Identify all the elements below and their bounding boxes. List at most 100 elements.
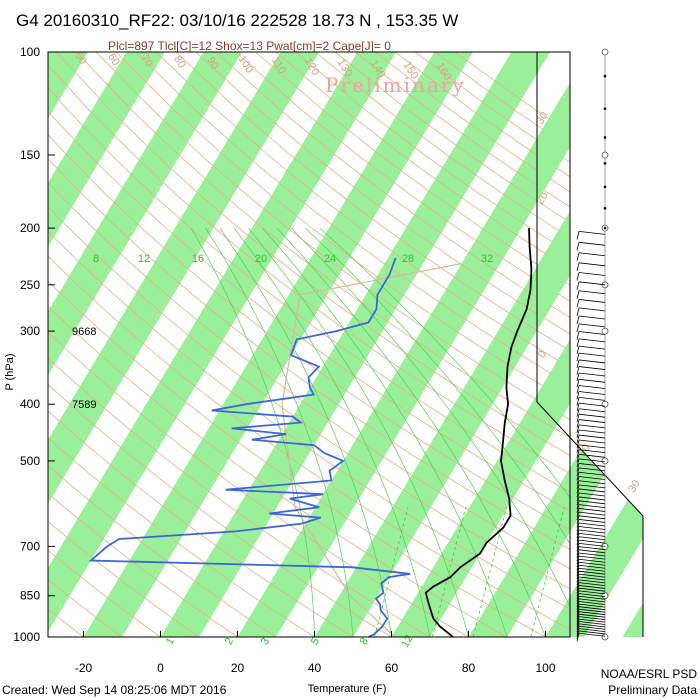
wind-barb-flag [576,315,580,325]
height-label: 9668 [72,326,96,338]
wind-barb-shaft [578,582,606,587]
x-tick-label: 40 [308,661,322,675]
wind-barb-shaft [578,606,606,611]
secondary-axis-label: 0 [536,349,549,361]
isotherm-band [48,52,242,376]
bottom-mixing-label: 8 [358,636,371,647]
wind-barb-flag [576,508,580,517]
dry-adiabat-line [135,52,570,386]
dry-adiabat-line [48,134,570,531]
wind-barb-shaft [578,546,606,551]
dry-adiabat-line [48,331,469,637]
isotherm-band [48,52,396,632]
wind-barb-flag [576,463,580,472]
dry-adiabat-line [115,52,570,403]
height-labels: 9668 7589 [72,326,96,411]
wind-barb-flag [576,549,580,558]
wind-barb-flag [576,397,580,406]
dry-adiabat-line [195,52,570,335]
y-tick-label: 700 [20,539,40,553]
dry-adiabat-line [48,383,392,637]
dry-adiabat-line [48,230,570,610]
wind-barb-shaft [578,467,606,472]
wind-barb-flag [576,372,580,382]
mixing-ratio-label: 32 [481,253,493,265]
dry-adiabat-line [215,52,570,318]
wind-barb-shaft [578,628,606,633]
wind-calm-circle [601,457,609,465]
bottom-mixing-label: 2 [223,636,236,647]
y-tick-label: 1000 [13,630,40,644]
wind-barb-shaft [578,307,606,312]
wind-barb-flag [576,609,580,618]
wind-barb-shaft [578,396,606,401]
wind-barb-flag [576,492,580,502]
moist-adiabat-line [233,227,431,637]
wind-barb-shaft [578,536,606,541]
wind-barb-flag [576,444,580,453]
wind-dot [603,74,607,78]
provider-label: NOAA/ESRL PSD [601,667,698,681]
isotherm-band [48,52,319,504]
dry-adiabat-line [48,111,570,512]
wind-barb-flag [576,281,580,290]
wind-barb-shaft [578,290,606,295]
wind-barb-shaft [578,632,606,637]
wind-barb-flag [576,633,580,642]
wind-barb-flag [576,630,580,640]
y-tick-label: 150 [20,148,40,162]
mixing-ratio-line [641,507,675,637]
dry-adiabat-label: 60 [105,51,122,68]
wind-calm-circle [601,48,609,56]
wind-barb-shaft [578,385,606,389]
wind-barb-shaft [578,526,606,530]
wind-barb-flag [576,458,580,468]
chart-subtitle: Plcl=897 Tlcl[C]=12 Shox=13 Pwat[cm]=2 C… [108,39,391,53]
height-label: 7589 [72,399,96,411]
wind-barb-flag [576,539,580,549]
wind-barb-flag [576,611,580,620]
y-tick-label: 250 [20,278,40,292]
wind-barb-shaft [578,419,606,423]
wind-barb-flag [576,504,580,513]
wind-barb-flag [576,614,580,623]
wind-barb-flag [576,353,580,362]
mixing-ratio-label: 8 [93,253,99,265]
wind-dot [603,162,607,165]
wind-barb-shaft [578,439,606,444]
wind-barb-flag [576,562,580,571]
dry-adiabat-line [175,52,570,352]
wind-barb-shaft [578,555,606,560]
x-tick-label: 0 [157,661,164,675]
wind-barb-shaft [578,281,606,286]
wind-barb-flag [576,242,580,251]
dry-adiabat-line [48,357,431,637]
moist-adiabat-line [319,227,570,499]
moist-adiabat-line [205,227,354,637]
wind-barb-shaft [578,623,606,628]
wind-barb-flag [576,519,580,528]
x-axis: -20 0 20 40 60 80 100 [75,631,556,675]
wind-calm-circle [601,592,609,600]
wind-barb-shaft [578,331,606,335]
wind-barb-shaft [578,262,606,267]
wind-barb-shaft [578,564,606,569]
preliminary-data-label: Preliminary Data [608,683,697,697]
wind-barb-flag [576,366,580,375]
wind-barb-shaft [578,424,606,429]
dewpoint-trace [88,257,411,637]
wind-barb-flag [576,559,580,568]
wind-barb-flag [576,585,580,594]
created-timestamp: Created: Wed Sep 14 08:25:06 MDT 2016 [2,683,227,697]
temperature-trace [424,228,533,637]
wind-barb-flag [576,434,580,444]
wind-barb-flag [576,529,580,539]
wind-barb-flag [576,290,580,299]
dry-adiabat-line [48,410,354,637]
mixing-ratio-line [679,507,700,637]
wind-barb-flag [576,618,580,628]
wind-barb-flag [576,379,580,388]
bottom-mixing-labels: 1 2 3 5 8 12 [164,633,416,650]
y-axis: 100 150 200 250 300 400 500 700 850 1000 [13,45,55,644]
wind-barb-flag [576,449,580,458]
